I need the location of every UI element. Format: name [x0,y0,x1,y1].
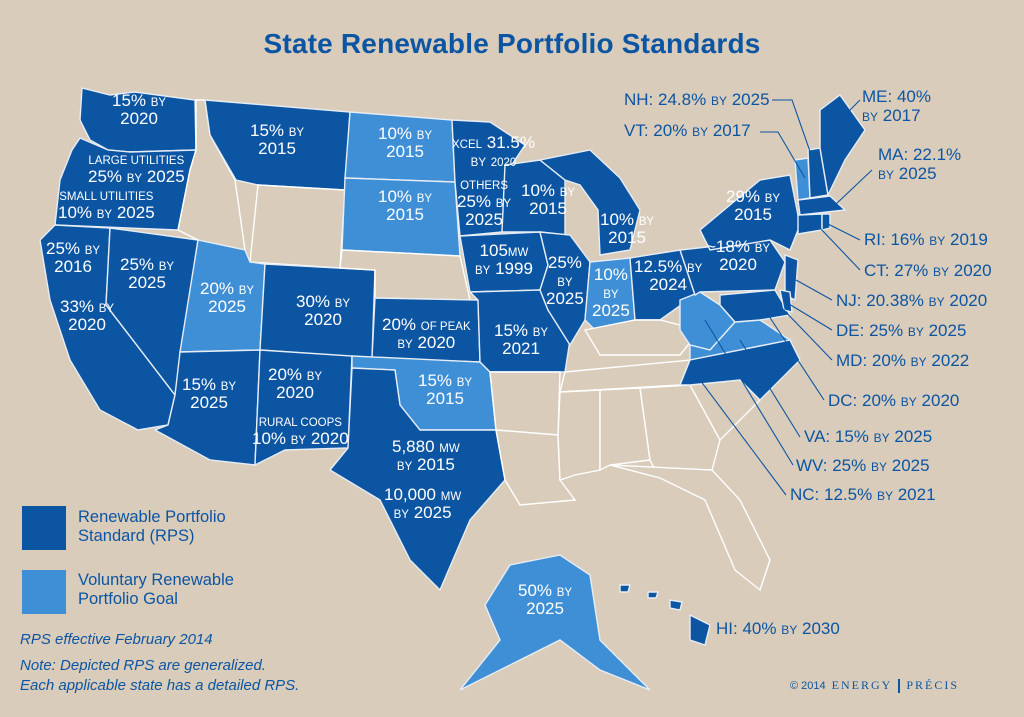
callout-md: MD: 20% BY 2022 [836,351,970,370]
credit: © 2014 ENERGY PRÉCIS [790,678,959,693]
state-ohio [629,249,696,321]
callout-me: ME: 40% BY 2017 [862,87,931,125]
label-mi: 10% BY 2015 [600,210,655,247]
credit-brand-1: ENERGY [831,678,893,692]
callout-de: DE: 25% BY 2025 [836,321,967,340]
state-illinois [539,231,591,347]
state-arkansas [489,371,561,436]
label-nm: 20% BY 2020 [268,365,323,402]
callout-vt: VT: 20% BY 2017 [624,121,751,140]
callout-ri: RI: 16% BY 2019 [864,230,988,249]
label-nd: 10% BY 2015 [378,124,433,161]
state-michigan [538,149,641,256]
state-rhodeisland [821,213,831,231]
state-massachusetts [797,195,847,216]
leader-de [788,303,833,331]
callout-nj: NJ: 20.38% BY 2020 [836,291,988,310]
label-sd: 10% BY 2015 [378,187,433,224]
state-florida [609,464,771,592]
leader-nc [699,379,787,496]
leader-nh [772,99,821,181]
label-in: 10% BY 2025 [592,265,630,320]
state-alaska [459,554,651,691]
state-mississippi [557,389,601,481]
leader-dc [764,309,825,401]
label-ca-south: 33% BY 2020 [60,297,115,334]
state-texas [328,367,506,592]
leader-ri [827,223,861,241]
note-generalized: Note: Depicted RPS are generalized. Each … [20,657,300,695]
state-newjersey [784,253,799,302]
state-hawaii-kauai [619,584,631,593]
label-tx-mw-2025: 10,000 MW BY 2025 [384,485,462,522]
state-maine [819,94,866,198]
label-ok: 15% BY 2015 [418,371,473,408]
state-alabama [599,387,651,472]
label-nm-coops: RURAL COOPS 10% BY 2020 [252,417,349,448]
leader-wv [704,319,794,466]
label-mo: 15% BY 2021 [494,321,549,358]
state-connecticut [797,213,823,235]
callout-wv: WV: 25% BY 2025 [796,456,930,475]
callout-ct: CT: 27% BY 2020 [864,261,992,280]
label-mn-others: OTHERS 25% BY 2025 [457,180,512,229]
label-ut: 20% BY 2025 [200,279,255,316]
credit-divider [898,678,901,693]
callout-dc: DC: 20% BY 2020 [828,391,960,410]
callout-va: VA: 15% BY 2025 [804,427,933,446]
leader-ct [819,227,861,271]
credit-brand-2: PRÉCIS [906,678,959,692]
label-wa: 15% BY 2020 [112,91,167,128]
leader-ma [834,169,873,206]
label-ak: 50% BY 2025 [518,581,573,618]
callout-ma: MA: 22.1% BY 2025 [878,145,962,183]
leader-me [844,99,861,116]
credit-year: © 2014 [790,679,826,692]
label-oh: 12.5% BY 2024 [634,257,703,294]
callout-hi: HI: 40% BY 2030 [716,619,840,638]
state-delaware [779,289,793,313]
state-newyork [699,174,801,251]
state-newmexico [254,349,353,467]
leader-md [779,305,833,361]
callout-nc: NC: 12.5% BY 2021 [790,485,936,504]
leader-nj [795,279,833,301]
legend-label-rps: Renewable Portfolio Standard (RPS) [78,508,226,545]
label-il: 25% BY 2025 [546,253,584,308]
label-ny: 29% BY 2015 [726,187,781,224]
label-tx-mw-2015: 5,880 MW BY 2015 [392,437,460,474]
legend-swatch-voluntary [22,570,66,614]
label-az: 15% BY 2025 [182,375,237,412]
state-maryland [719,289,792,323]
label-or-small: SMALL UTILITIES 10% BY 2025 [58,191,155,222]
legend-swatch-rps [22,506,66,550]
label-nv: 25% BY 2025 [120,255,175,292]
label-or-large: LARGE UTILITIES 25% BY 2025 [88,155,185,186]
state-hawaii-island [689,613,711,646]
state-northcarolina [678,339,801,401]
label-mn-xcel: XCEL 31.5% BY 2020 [452,133,535,169]
leader-vt [760,131,806,179]
label-mt: 15% BY 2015 [250,121,305,158]
label-ks: 20% OF PEAK BY 2020 [382,315,471,352]
label-pa: ~18% BY 2020 [706,237,771,274]
label-wi: 10% BY 2015 [521,181,576,218]
callout-nh: NH: 24.8% BY 2025 [624,90,770,109]
state-wyoming [249,184,346,269]
state-hawaii-maui [669,599,683,611]
label-co: 30% BY 2020 [296,292,351,329]
label-ca-north: 25% BY 2016 [46,239,101,276]
legend-label-voluntary: Voluntary Renewable Portfolio Goal [78,571,234,608]
label-ia: 105MW BY 1999 [475,241,533,278]
note-effective: RPS effective February 2014 [20,631,213,648]
page-title: State Renewable Portfolio Standards [263,28,761,59]
leader-va [739,339,801,438]
state-hawaii-oahu [647,591,659,599]
